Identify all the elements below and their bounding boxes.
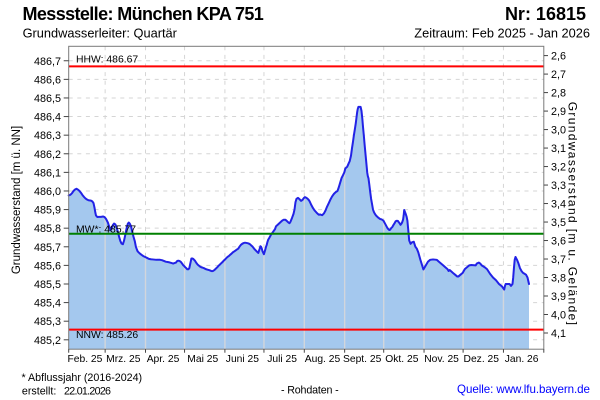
svg-text:Juli 25: Juli 25 xyxy=(267,354,297,365)
svg-text:485,4: 485,4 xyxy=(34,298,61,310)
svg-text:3,1: 3,1 xyxy=(551,143,566,155)
svg-text:- Rohdaten -: - Rohdaten - xyxy=(281,384,339,396)
svg-text:486,0: 486,0 xyxy=(34,186,61,198)
svg-text:NNW: 485.26: NNW: 485.26 xyxy=(76,330,138,341)
svg-text:Grundwasserleiter: Quartär: Grundwasserleiter: Quartär xyxy=(23,25,178,40)
svg-text:485,9: 485,9 xyxy=(34,205,61,217)
svg-text:Grundwasserstand [m ü. NN]: Grundwasserstand [m ü. NN] xyxy=(11,126,23,274)
svg-text:486,4: 486,4 xyxy=(34,112,61,124)
svg-text:486,6: 486,6 xyxy=(34,74,61,86)
svg-text:Juni 25: Juni 25 xyxy=(226,354,259,365)
svg-text:erstellt:: erstellt: xyxy=(22,385,56,397)
svg-text:Quelle: www.lfu.bayern.de: Quelle: www.lfu.bayern.de xyxy=(457,383,590,396)
svg-text:3,0: 3,0 xyxy=(551,125,566,137)
svg-text:3,7: 3,7 xyxy=(551,254,566,266)
svg-text:485,3: 485,3 xyxy=(34,316,61,328)
svg-text:Jan. 26: Jan. 26 xyxy=(505,354,539,365)
svg-text:Okt. 25: Okt. 25 xyxy=(385,354,418,365)
svg-text:485,6: 485,6 xyxy=(34,260,61,272)
svg-text:3,9: 3,9 xyxy=(551,291,566,303)
svg-text:2,6: 2,6 xyxy=(551,51,566,63)
svg-text:2,8: 2,8 xyxy=(551,88,566,100)
svg-text:Apr. 25: Apr. 25 xyxy=(147,354,180,365)
svg-text:Messstelle: München KPA 751: Messstelle: München KPA 751 xyxy=(23,4,264,24)
svg-text:486,5: 486,5 xyxy=(34,93,61,105)
svg-text:Nov. 25: Nov. 25 xyxy=(424,354,459,365)
svg-text:485,8: 485,8 xyxy=(34,223,61,235)
svg-text:HHW: 486.67: HHW: 486.67 xyxy=(76,54,138,65)
svg-text:485,2: 485,2 xyxy=(34,335,61,347)
svg-text:2,9: 2,9 xyxy=(551,106,566,118)
svg-text:Feb. 25: Feb. 25 xyxy=(67,354,102,365)
svg-text:3,2: 3,2 xyxy=(551,162,566,174)
svg-text:485,7: 485,7 xyxy=(34,242,61,254)
svg-text:3,4: 3,4 xyxy=(551,199,566,211)
svg-text:22.01.2026: 22.01.2026 xyxy=(64,385,111,397)
svg-text:Nr: 16815: Nr: 16815 xyxy=(505,4,586,24)
svg-text:Dez. 25: Dez. 25 xyxy=(464,354,500,365)
svg-text:Zeitraum: Feb 2025 - Jan 2026: Zeitraum: Feb 2025 - Jan 2026 xyxy=(414,25,590,40)
svg-text:485,5: 485,5 xyxy=(34,279,61,291)
svg-text:486,3: 486,3 xyxy=(34,130,61,142)
svg-text:2,7: 2,7 xyxy=(551,69,566,81)
svg-text:486,7: 486,7 xyxy=(34,56,61,68)
svg-text:4,0: 4,0 xyxy=(551,310,566,322)
svg-text:Grundwasserstand [m u. Gelände: Grundwasserstand [m u. Gelände] xyxy=(566,102,580,327)
svg-text:3,5: 3,5 xyxy=(551,217,566,229)
svg-text:486,2: 486,2 xyxy=(34,149,61,161)
svg-text:Aug. 25: Aug. 25 xyxy=(305,354,341,365)
svg-text:3,6: 3,6 xyxy=(551,236,566,248)
svg-text:Mai 25: Mai 25 xyxy=(187,354,218,365)
svg-text:3,8: 3,8 xyxy=(551,273,566,285)
svg-text:486,1: 486,1 xyxy=(34,167,61,179)
svg-text:MW*: 485.77: MW*: 485.77 xyxy=(76,224,136,235)
svg-text:Sept. 25: Sept. 25 xyxy=(343,354,382,365)
svg-text:4,1: 4,1 xyxy=(551,328,566,340)
svg-text:Mrz. 25: Mrz. 25 xyxy=(106,354,141,365)
svg-text:* Abflussjahr (2016-2024): * Abflussjahr (2016-2024) xyxy=(22,372,143,384)
svg-text:3,3: 3,3 xyxy=(551,180,566,192)
